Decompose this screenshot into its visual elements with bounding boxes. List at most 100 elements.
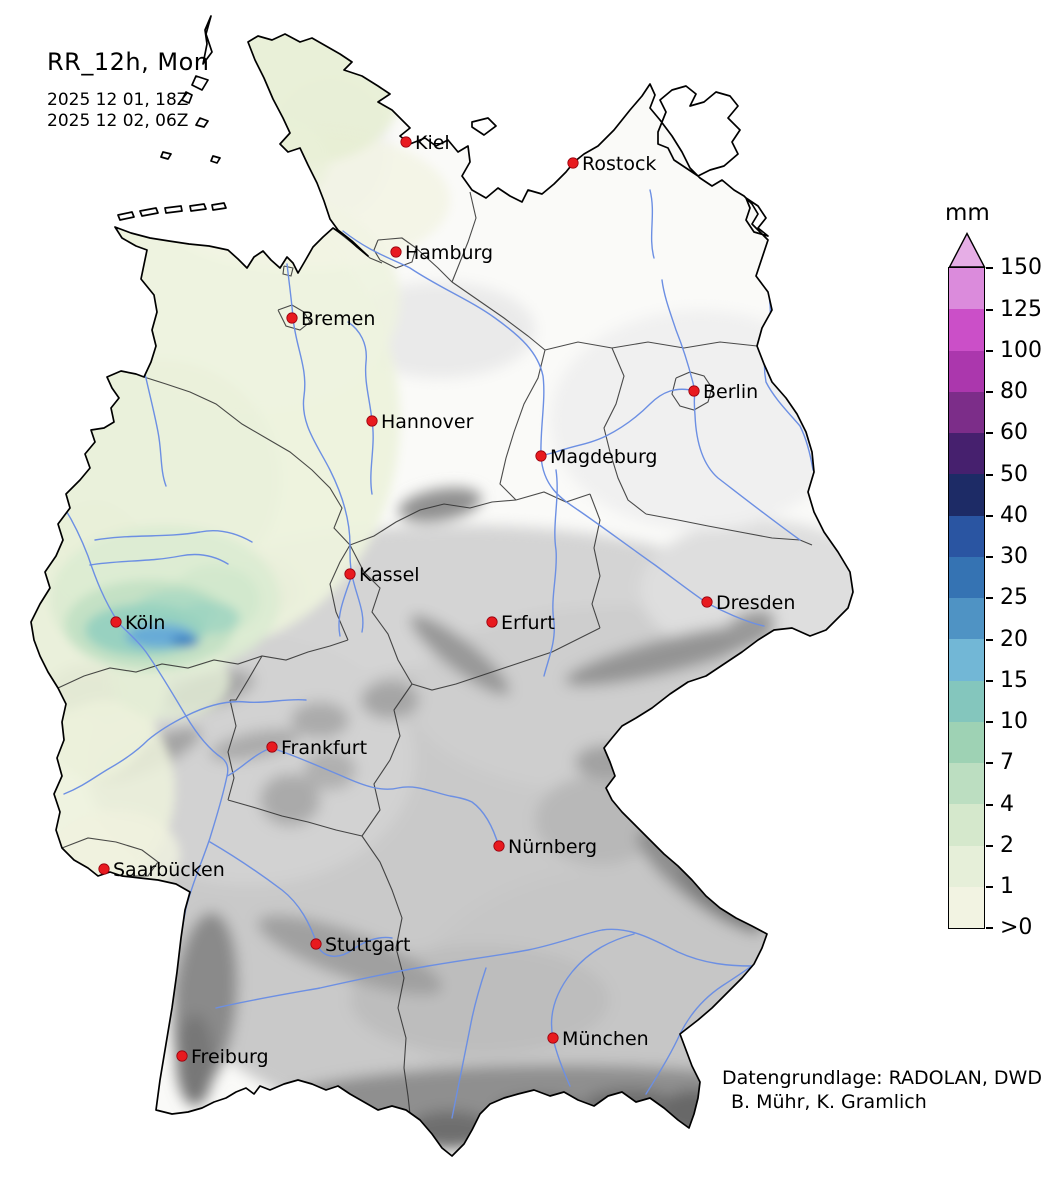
colorbar-tick-label: 20 bbox=[1000, 626, 1028, 652]
colorbar-tick bbox=[986, 803, 993, 806]
colorbar-segment bbox=[949, 474, 984, 516]
colorbar: mm 150 125 100 80 60 50 40 30 25 20 15 10 7 4 2 1 >0 bbox=[944, 200, 1042, 940]
city-marker bbox=[486, 616, 498, 628]
colorbar-tick bbox=[986, 308, 993, 311]
city-marker bbox=[688, 385, 700, 397]
city-marker bbox=[400, 136, 412, 148]
colorbar-tick-label: 125 bbox=[1000, 296, 1042, 322]
city-label: Saarbücken bbox=[113, 859, 225, 881]
colorbar-tick bbox=[986, 844, 993, 847]
attribution-authors: B. Mühr, K. Gramlich bbox=[731, 1091, 927, 1113]
precipitation-layer bbox=[31, 34, 450, 900]
city-marker bbox=[110, 616, 122, 628]
city-label: Freiburg bbox=[191, 1046, 269, 1068]
city-marker bbox=[535, 450, 547, 462]
colorbar-tick bbox=[986, 638, 993, 641]
colorbar-tick-label: 1 bbox=[1000, 874, 1014, 900]
city-marker bbox=[98, 863, 110, 875]
page-title: RR_12h, Mon bbox=[47, 48, 210, 76]
colorbar-tick-label: 60 bbox=[1000, 420, 1028, 446]
colorbar-tick-label: 7 bbox=[1000, 750, 1014, 776]
city-label: Kassel bbox=[359, 564, 420, 586]
colorbar-segment bbox=[949, 350, 984, 392]
colorbar-tick-label: 25 bbox=[1000, 585, 1028, 611]
city-marker bbox=[310, 938, 322, 950]
colorbar-tick bbox=[986, 597, 993, 600]
city-label: Magdeburg bbox=[550, 446, 658, 468]
colorbar-tick-label: 15 bbox=[1000, 667, 1028, 693]
colorbar-tick bbox=[986, 349, 993, 352]
cities-layer: Kiel Rostock Hamburg Bremen Berlin Hannover Ma… bbox=[98, 132, 795, 1068]
colorbar-tick bbox=[986, 514, 993, 517]
city-label: Köln bbox=[125, 612, 165, 634]
colorbar-tick-label: 150 bbox=[1000, 255, 1042, 281]
colorbar-segment bbox=[949, 639, 984, 681]
city-label: Dresden bbox=[716, 592, 795, 614]
colorbar-tick-label: 4 bbox=[1000, 791, 1014, 817]
colorbar-tick bbox=[986, 927, 993, 930]
germany-outline bbox=[30, 15, 854, 1157]
period-start: 2025 12 01, 18Z bbox=[47, 90, 189, 110]
city-label: Stuttgart bbox=[325, 934, 410, 956]
colorbar-tick bbox=[986, 556, 993, 559]
colorbar-tick bbox=[986, 432, 993, 435]
attribution-source: Datengrundlage: RADOLAN, DWD bbox=[722, 1067, 1042, 1089]
city-label: München bbox=[562, 1028, 649, 1050]
city-marker bbox=[701, 596, 713, 608]
colorbar-segment bbox=[949, 763, 984, 805]
colorbar-segment bbox=[949, 845, 984, 887]
colorbar-tick bbox=[986, 762, 993, 765]
period-end: 2025 12 02, 06Z bbox=[47, 111, 189, 131]
map-header: RR_12h, Mon 2025 12 01, 18Z 2025 12 02, … bbox=[47, 48, 209, 132]
colorbar-tick bbox=[986, 391, 993, 394]
city-marker bbox=[286, 312, 298, 324]
city-label: Nürnberg bbox=[508, 836, 597, 858]
city-marker bbox=[390, 246, 402, 258]
city-label: Erfurt bbox=[501, 612, 555, 634]
city-label: Hannover bbox=[381, 411, 474, 433]
city-marker bbox=[547, 1032, 559, 1044]
colorbar-unit-label: mm bbox=[945, 200, 990, 226]
colorbar-tick bbox=[986, 267, 993, 270]
colorbar-segment bbox=[949, 309, 984, 351]
colorbar-segment bbox=[949, 433, 984, 475]
city-label: Berlin bbox=[703, 381, 758, 403]
city-label: Frankfurt bbox=[281, 737, 367, 759]
city-marker bbox=[266, 741, 278, 753]
city-label: Kiel bbox=[415, 132, 450, 154]
colorbar-overflow-arrow bbox=[948, 232, 986, 268]
colorbar-segment bbox=[949, 515, 984, 557]
city-marker bbox=[344, 568, 356, 580]
city-label: Bremen bbox=[301, 308, 375, 330]
colorbar-tick-label: 10 bbox=[1000, 709, 1028, 735]
colorbar-segment bbox=[949, 680, 984, 722]
colorbar-segments bbox=[948, 267, 985, 929]
colorbar-segment bbox=[949, 886, 984, 928]
colorbar-segment bbox=[949, 804, 984, 846]
colorbar-tick-label: 80 bbox=[1000, 379, 1028, 405]
colorbar-segment bbox=[949, 598, 984, 640]
colorbar-tick-label: 40 bbox=[1000, 502, 1028, 528]
city-marker bbox=[366, 415, 378, 427]
colorbar-tick-label: 100 bbox=[1000, 337, 1042, 363]
city-label: Rostock bbox=[582, 153, 656, 175]
attribution: Datengrundlage: RADOLAN, DWD B. Mühr, K.… bbox=[722, 1066, 1042, 1114]
colorbar-segment bbox=[949, 721, 984, 763]
colorbar-tick bbox=[986, 473, 993, 476]
city-marker bbox=[493, 840, 505, 852]
colorbar-tick-label: 50 bbox=[1000, 461, 1028, 487]
city-marker bbox=[567, 157, 579, 169]
colorbar-segment bbox=[949, 556, 984, 598]
colorbar-tick bbox=[986, 679, 993, 682]
colorbar-tick bbox=[986, 886, 993, 889]
colorbar-tick bbox=[986, 721, 993, 724]
city-marker bbox=[176, 1050, 188, 1062]
city-label: Hamburg bbox=[405, 242, 493, 264]
colorbar-tick-label: 2 bbox=[1000, 832, 1014, 858]
colorbar-segment bbox=[949, 391, 984, 433]
colorbar-segment bbox=[949, 268, 984, 310]
colorbar-tick-label: >0 bbox=[1000, 915, 1033, 941]
colorbar-tick-label: 30 bbox=[1000, 544, 1028, 570]
